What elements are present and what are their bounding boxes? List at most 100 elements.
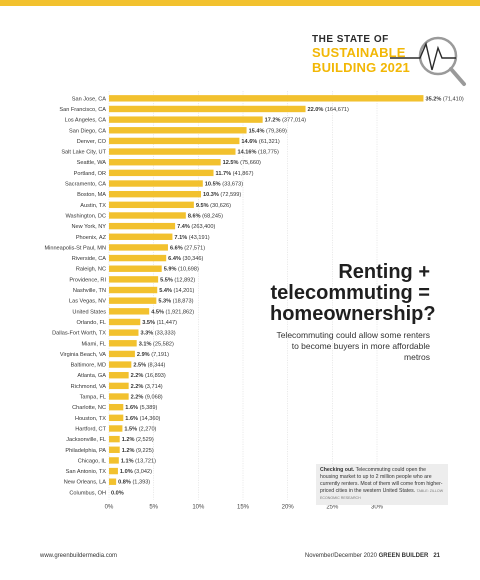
bar <box>109 233 173 240</box>
value-label: 14.16% (18,775) <box>237 150 279 156</box>
headline-line-1: Renting + <box>338 261 430 283</box>
metro-bar-chart: San Jose, CA 35.2% (71,410) San Francisco,… <box>44 91 464 511</box>
bar <box>109 318 141 326</box>
value-label: 3.1% (25,582) <box>139 341 174 347</box>
category-label: Los Angeles, CA <box>65 118 107 124</box>
callout-body: Telecommuting could open the housing mar… <box>320 467 443 494</box>
category-label: Washington, DC <box>65 213 106 219</box>
value-label: 5.9% (10,698) <box>164 267 199 273</box>
category-label: Charlotte, NC <box>72 405 106 411</box>
bar <box>109 222 176 230</box>
value-label: 5.4% (14,201) <box>159 288 194 294</box>
x-tick-label: 20% <box>282 505 295 511</box>
category-label: Sacramento, CA <box>65 182 106 188</box>
category-label: Boston, MA <box>77 192 106 198</box>
value-label: 1.2% (9,225) <box>122 448 154 454</box>
category-label: New Orleans, LA <box>64 480 107 486</box>
category-label: Raleigh, NC <box>76 267 106 273</box>
value-label: 2.2% (3,714) <box>131 384 163 390</box>
value-label: 7.4% (263,400) <box>177 224 215 230</box>
value-label: 6.6% (27,571) <box>170 245 205 251</box>
bar <box>109 169 214 177</box>
bar <box>109 159 221 166</box>
category-label: Baltimore, MD <box>71 363 106 369</box>
bar <box>109 457 119 464</box>
footer-website[interactable]: www.greenbuildermedia.com <box>40 553 118 559</box>
bar <box>109 212 186 219</box>
category-label: Seattle, WA <box>77 160 107 166</box>
category-label: Richmond, VA <box>71 384 107 390</box>
category-label: Nashville, TN <box>73 288 106 294</box>
x-tick-label: 15% <box>237 505 250 511</box>
x-tick-label: 30% <box>371 505 384 511</box>
bar <box>109 137 240 145</box>
value-label: 12.5% (75,660) <box>223 160 261 166</box>
bar <box>109 478 117 485</box>
value-label: 5.5% (12,892) <box>160 277 195 283</box>
value-label: 4.5% (1,921,862) <box>151 309 194 315</box>
logo-line-3: BUILDING 2021 <box>312 60 410 75</box>
category-label: Hartford, CT <box>75 426 106 432</box>
category-label: Denver, CO <box>77 139 107 145</box>
value-label: 10.3% (72,599) <box>203 192 241 198</box>
category-label: Providence, RI <box>69 277 106 283</box>
bar <box>109 127 247 134</box>
x-tick-label: 5% <box>149 505 158 511</box>
bar <box>109 340 137 347</box>
bar <box>109 467 118 475</box>
category-label: Phoenix, AZ <box>76 235 107 241</box>
bar <box>109 425 123 432</box>
bar <box>109 95 424 102</box>
category-label: United States <box>72 309 106 315</box>
value-label: 2.9% (7,191) <box>137 352 169 358</box>
category-label: Orlando, FL <box>76 320 106 326</box>
value-label: 2.5% (8,344) <box>133 363 165 369</box>
category-label: Jacksonville, FL <box>66 437 106 443</box>
value-label: 8.6% (68,245) <box>188 213 223 219</box>
bar <box>109 276 159 283</box>
value-label: 1.1% (13,721) <box>121 458 156 464</box>
bar <box>109 286 158 294</box>
category-label: Houston, TX <box>75 416 106 422</box>
footer-brand: GREEN BUILDER <box>378 553 429 559</box>
bar <box>109 297 157 304</box>
value-label: 7.1% (43,191) <box>174 235 209 241</box>
category-label: Philadelphia, PA <box>65 448 106 454</box>
bar <box>109 329 139 336</box>
bar <box>109 105 306 113</box>
magnifier-pulse-icon <box>390 36 466 86</box>
category-label: Columbus, OH <box>69 490 106 496</box>
bar <box>109 414 124 422</box>
bar <box>109 382 129 390</box>
value-label: 17.2% (377,014) <box>265 118 307 124</box>
value-label: 0.8% (1,393) <box>118 480 150 486</box>
top-accent-bar <box>0 0 480 6</box>
value-label: 0.0% <box>111 490 124 496</box>
category-label: Atlanta, GA <box>77 373 106 379</box>
category-label: Tampa, FL <box>80 395 106 401</box>
value-label: 1.6% (14,360) <box>125 416 160 422</box>
value-label: 5.3% (18,873) <box>158 299 193 305</box>
x-tick-label: 0% <box>105 505 114 511</box>
category-label: San Diego, CA <box>69 128 106 134</box>
logo-line-2: SUSTAINABLE <box>312 45 406 60</box>
category-label: San Jose, CA <box>72 96 106 102</box>
headline-line-3: homeownership? <box>270 303 436 325</box>
category-label: Riverside, CA <box>72 256 106 262</box>
category-label: Chicago, IL <box>78 458 106 464</box>
bar <box>109 265 162 272</box>
value-label: 9.5% (30,626) <box>196 203 231 209</box>
value-label: 3.3% (33,333) <box>140 331 175 337</box>
callout-source: TABLE: ZILLOW ECONOMIC RESEARCH <box>320 489 444 500</box>
value-label: 3.5% (11,447) <box>142 320 177 326</box>
value-label: 22.0% (164,671) <box>308 107 350 113</box>
bar <box>109 180 203 187</box>
category-label: San Francisco, CA <box>59 107 106 113</box>
bar <box>109 254 167 262</box>
bar <box>109 403 124 411</box>
bar <box>109 435 120 443</box>
category-label: San Antonio, TX <box>66 469 107 475</box>
bar <box>109 201 194 209</box>
footer-issue: November/December 2020 <box>304 553 377 559</box>
category-label: Virginia Beach, VA <box>60 352 106 358</box>
